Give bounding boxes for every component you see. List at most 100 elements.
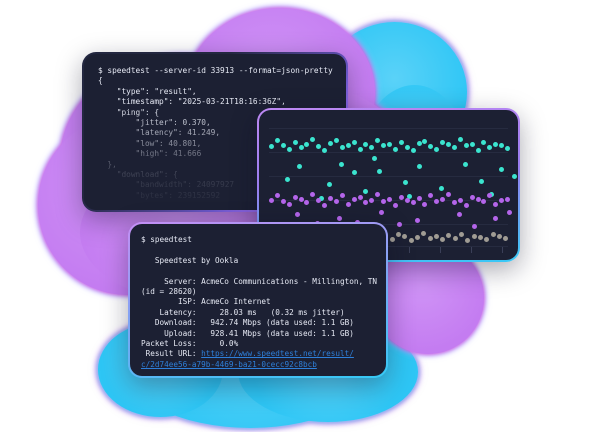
dot-purple bbox=[316, 198, 322, 203]
dot-teal bbox=[377, 169, 382, 174]
dot-purple bbox=[451, 200, 457, 205]
dot-purple bbox=[416, 196, 422, 201]
dot-purple bbox=[392, 203, 398, 208]
dot-purple bbox=[434, 199, 440, 204]
dot-purple bbox=[472, 224, 477, 229]
dot-gray bbox=[503, 236, 509, 241]
dot-teal bbox=[292, 140, 298, 145]
dot-purple bbox=[345, 202, 351, 207]
dot-purple bbox=[333, 199, 339, 204]
dot-gray bbox=[427, 236, 433, 241]
dot-purple bbox=[457, 198, 463, 203]
dot-teal bbox=[372, 156, 377, 161]
gridline bbox=[269, 128, 508, 129]
dot-teal bbox=[316, 144, 322, 149]
dot-teal bbox=[479, 179, 484, 184]
dot-gray bbox=[446, 233, 452, 238]
terminal-result-window: $ speedtest Speedtest by Ookla Server: A… bbox=[128, 222, 388, 378]
dot-purple bbox=[415, 218, 420, 223]
dot-teal bbox=[285, 177, 290, 182]
dot-purple bbox=[269, 198, 274, 203]
dot-purple bbox=[397, 222, 402, 227]
dot-purple bbox=[304, 200, 310, 205]
dot-teal bbox=[481, 140, 487, 145]
dot-teal bbox=[369, 145, 375, 150]
dot-teal bbox=[440, 140, 446, 145]
dot-teal bbox=[297, 164, 302, 169]
dot-purple bbox=[375, 192, 381, 197]
dot-teal bbox=[505, 146, 510, 151]
dot-gray bbox=[440, 237, 446, 242]
dot-teal bbox=[463, 143, 469, 148]
dot-gray bbox=[477, 235, 483, 240]
x-axis-tick bbox=[471, 247, 472, 253]
dot-purple bbox=[286, 202, 292, 207]
dot-teal bbox=[274, 138, 280, 143]
dot-purple bbox=[457, 212, 462, 217]
dot-teal bbox=[499, 143, 505, 148]
dot-purple bbox=[440, 197, 446, 202]
dot-teal bbox=[363, 142, 369, 147]
dot-gray bbox=[490, 232, 496, 237]
dot-gray bbox=[433, 234, 439, 239]
dot-teal bbox=[417, 164, 422, 169]
dot-gray bbox=[465, 238, 471, 243]
dot-purple bbox=[487, 193, 493, 198]
x-axis-tick bbox=[409, 247, 410, 253]
dot-purple bbox=[505, 197, 510, 202]
dot-purple bbox=[339, 193, 345, 198]
dot-purple bbox=[274, 193, 280, 198]
dot-purple bbox=[493, 216, 498, 221]
dot-teal bbox=[352, 170, 357, 175]
dot-teal bbox=[493, 142, 499, 147]
dot-purple bbox=[322, 203, 328, 208]
dot-teal bbox=[387, 142, 392, 147]
dot-teal bbox=[304, 142, 310, 147]
dot-teal bbox=[357, 147, 363, 152]
result-text: $ speedtest Speedtest by Ookla Server: A… bbox=[141, 235, 378, 349]
dot-teal bbox=[269, 144, 274, 149]
dot-purple bbox=[446, 192, 451, 197]
dot-teal bbox=[487, 145, 493, 150]
dot-teal bbox=[392, 147, 398, 152]
dot-gray bbox=[408, 238, 414, 243]
dot-teal bbox=[363, 189, 368, 194]
dot-gray bbox=[421, 231, 427, 236]
dot-purple bbox=[363, 200, 369, 205]
dot-purple bbox=[381, 199, 387, 204]
dot-gray bbox=[414, 235, 420, 240]
dot-purple bbox=[475, 197, 481, 202]
dot-purple bbox=[469, 195, 475, 200]
dot-teal bbox=[428, 144, 434, 149]
dot-purple bbox=[357, 195, 363, 200]
dot-purple bbox=[499, 198, 505, 203]
x-axis-tick bbox=[440, 247, 441, 253]
dot-gray bbox=[471, 234, 477, 239]
dot-gray bbox=[402, 234, 408, 239]
dot-purple bbox=[387, 197, 392, 202]
dot-purple bbox=[428, 193, 434, 198]
dot-teal bbox=[280, 143, 286, 148]
dot-teal bbox=[463, 162, 468, 167]
dot-gray bbox=[452, 236, 458, 241]
dot-purple bbox=[310, 192, 316, 197]
dot-teal bbox=[404, 145, 410, 150]
dot-purple bbox=[369, 198, 375, 203]
dot-purple bbox=[280, 199, 286, 204]
dot-teal bbox=[475, 148, 481, 153]
dot-purple bbox=[463, 203, 469, 208]
dot-teal bbox=[451, 145, 457, 150]
dot-purple bbox=[379, 210, 384, 215]
dot-purple bbox=[404, 198, 410, 203]
dot-purple bbox=[481, 199, 487, 204]
dot-teal bbox=[439, 186, 444, 191]
dot-teal bbox=[457, 137, 463, 142]
result-url-label: Result URL: bbox=[141, 349, 202, 359]
dot-teal bbox=[416, 141, 422, 146]
gridline bbox=[269, 152, 508, 153]
dot-purple bbox=[507, 210, 512, 215]
dot-teal bbox=[512, 174, 517, 179]
dot-teal bbox=[375, 138, 381, 143]
dot-teal bbox=[345, 143, 351, 148]
dot-teal bbox=[422, 139, 428, 144]
